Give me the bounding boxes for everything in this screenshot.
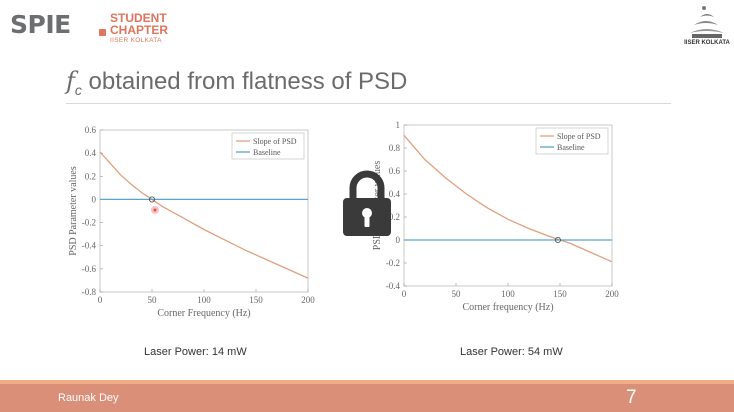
title-symbol: f (66, 67, 75, 95)
footer-stripe (0, 380, 734, 384)
y-tick-label: 0.6 (85, 125, 97, 135)
y-tick-label: 0.4 (389, 189, 401, 199)
lock-icon (341, 168, 393, 238)
y-tick-label: -0.4 (82, 241, 97, 251)
author-name: Raunak Dey (58, 392, 119, 404)
y-tick-label: 0.8 (389, 143, 401, 153)
legend-box (535, 127, 609, 155)
iiser-logo-label: IISER KOLKATA (684, 40, 730, 46)
y-tick-label: 0 (92, 194, 97, 204)
y-tick-label: -0.2 (82, 218, 96, 228)
x-tick-label: 200 (605, 289, 619, 299)
y-tick-label: -0.2 (386, 258, 400, 268)
x-axis-label: Corner frequency (Hz) (462, 302, 553, 313)
x-tick-label: 200 (301, 295, 315, 305)
x-tick-label: 0 (98, 295, 103, 305)
legend-entry: Baseline (253, 148, 281, 157)
iiser-logo-icon: IISER KOLKATA (684, 3, 730, 51)
legend-entry: Slope of PSD (557, 132, 601, 141)
x-tick-label: 0 (402, 289, 407, 299)
spie-logo-icon: SPIE STUDENT CHAPTER IISER KOLKATA (10, 8, 180, 48)
page-number: 7 (626, 387, 637, 408)
x-tick-label: 50 (148, 295, 158, 305)
y-tick-label: 1 (396, 120, 401, 130)
title-text: obtained from flatness of PSD (81, 68, 408, 95)
chart-right-caption: Laser Power: 54 mW (460, 346, 563, 358)
chapter-label: CHAPTER (110, 23, 169, 37)
y-axis-label: PSD Parameter values (68, 166, 79, 256)
title-subscript: c (74, 81, 82, 98)
y-tick-label: 0.2 (389, 212, 400, 222)
y-tick-label: 0.6 (389, 166, 401, 176)
slope-series-line (99, 151, 309, 279)
legend-entry: Baseline (557, 143, 585, 152)
chart-left-caption: Laser Power: 14 mW (144, 346, 247, 358)
y-tick-label: 0 (396, 235, 401, 245)
intersection-marker (554, 236, 561, 244)
y-tick-label: -0.6 (82, 264, 97, 274)
chart-right: 0 50 100 150 200 -0.4 -0.2 0 0.2 0.4 0.6 0.8 1 Corner… (372, 120, 619, 313)
y-tick-label: 0.4 (85, 148, 97, 158)
x-tick-label: 50 (452, 289, 462, 299)
y-tick-label: 0.2 (85, 171, 96, 181)
institute-small-label: IISER KOLKATA (110, 37, 162, 44)
slide-title: fc obtained from flatness of PSD (66, 67, 407, 98)
footer-bar: Raunak Dey 7 (0, 384, 734, 412)
student-label: STUDENT (110, 11, 167, 25)
cursor-dot (153, 208, 157, 212)
title-divider (66, 103, 671, 104)
y-tick-label: -0.4 (386, 281, 401, 291)
spie-dot (99, 29, 106, 36)
x-tick-label: 150 (553, 289, 567, 299)
chart-left: 0 50 100 150 200 -0.8 -0.6 -0.4 -0.2 0 0.2 0.4 0.6 Co… (68, 125, 315, 319)
x-tick-label: 100 (501, 289, 515, 299)
x-axis-label: Corner Frequency (Hz) (157, 308, 250, 319)
legend-entry: Slope of PSD (253, 137, 297, 146)
intersection-marker (148, 196, 156, 203)
spie-brand: SPIE (10, 10, 71, 39)
slope-series-line (403, 134, 613, 263)
x-tick-label: 150 (249, 295, 263, 305)
y-tick-label: -0.8 (82, 287, 97, 297)
x-tick-label: 100 (197, 295, 211, 305)
legend-box (231, 132, 305, 160)
